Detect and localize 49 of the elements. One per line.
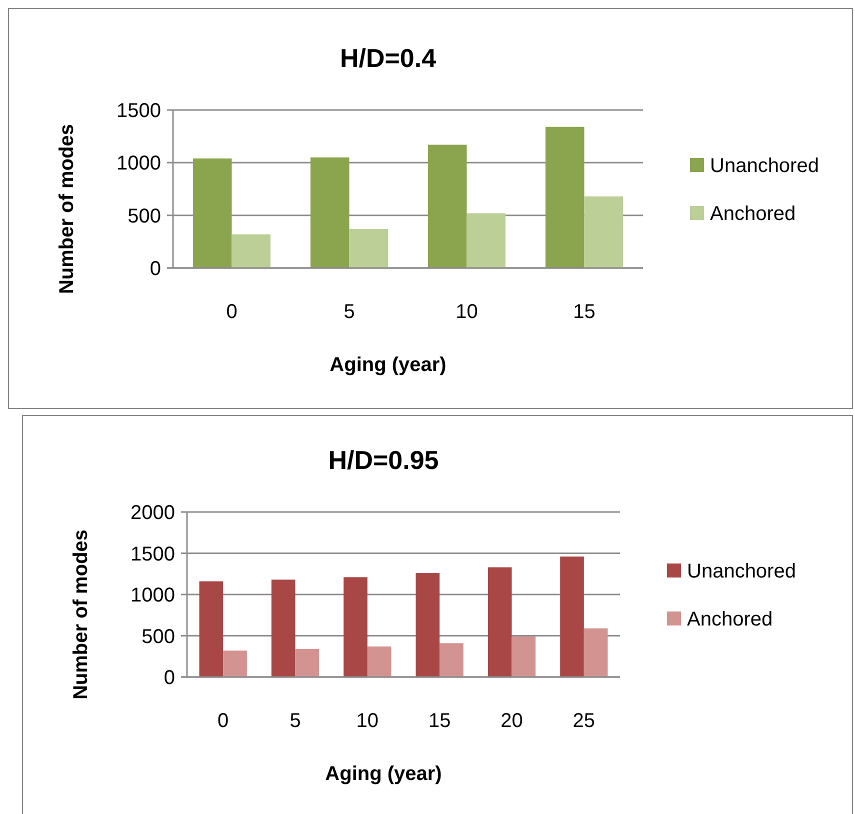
- legend-label: Unanchored: [710, 155, 819, 177]
- bar: [192, 158, 232, 268]
- bar: [545, 126, 584, 268]
- bar: [584, 628, 608, 677]
- x-tick-label: 20: [500, 710, 523, 732]
- y-axis-title: Number of modes: [70, 529, 92, 700]
- bar: [232, 234, 271, 268]
- legend-label: Anchored: [710, 203, 796, 225]
- bar: [310, 157, 350, 268]
- legend-label: Anchored: [687, 608, 773, 630]
- x-tick-label: 0: [226, 301, 238, 323]
- legend-label: Unanchored: [687, 560, 796, 582]
- y-tick-label: 500: [128, 205, 161, 228]
- x-tick-label: 5: [344, 301, 355, 323]
- bar: [223, 650, 247, 677]
- bar: [295, 648, 320, 677]
- y-tick-label: 0: [150, 258, 161, 280]
- x-tick-label: 25: [572, 710, 596, 732]
- bar: [440, 643, 464, 677]
- chart-title: H/D=0.4: [340, 43, 437, 73]
- bar: [416, 573, 440, 677]
- x-tick-label: 5: [290, 710, 301, 732]
- bar: [584, 196, 624, 268]
- x-axis-title: Aging (year): [330, 354, 446, 376]
- y-tick-label: 1500: [130, 543, 175, 566]
- chart-title: H/D=0.95: [328, 445, 439, 475]
- y-tick-label: 1500: [116, 100, 161, 122]
- y-tick-label: 2000: [130, 502, 175, 524]
- y-tick-label: 1000: [116, 152, 161, 175]
- bar: [349, 229, 388, 268]
- x-tick-label: 15: [573, 301, 596, 323]
- x-tick-label: 10: [456, 301, 478, 323]
- y-tick-label: 0: [164, 667, 175, 689]
- bar: [428, 144, 467, 268]
- y-tick-label: 1000: [130, 584, 175, 606]
- y-tick-label: 500: [142, 626, 175, 648]
- bar: [466, 213, 506, 268]
- bar: [271, 580, 296, 677]
- x-tick-label: 10: [356, 710, 379, 732]
- bar: [367, 646, 392, 677]
- x-axis-title: Aging (year): [325, 763, 442, 785]
- bar: [199, 581, 224, 677]
- bar: [560, 556, 584, 677]
- x-tick-label: 0: [218, 710, 229, 732]
- y-axis-title: Number of modes: [56, 124, 78, 294]
- x-tick-label: 15: [428, 710, 451, 732]
- bar: [512, 636, 536, 677]
- bar: [488, 567, 512, 677]
- bar: [344, 577, 368, 677]
